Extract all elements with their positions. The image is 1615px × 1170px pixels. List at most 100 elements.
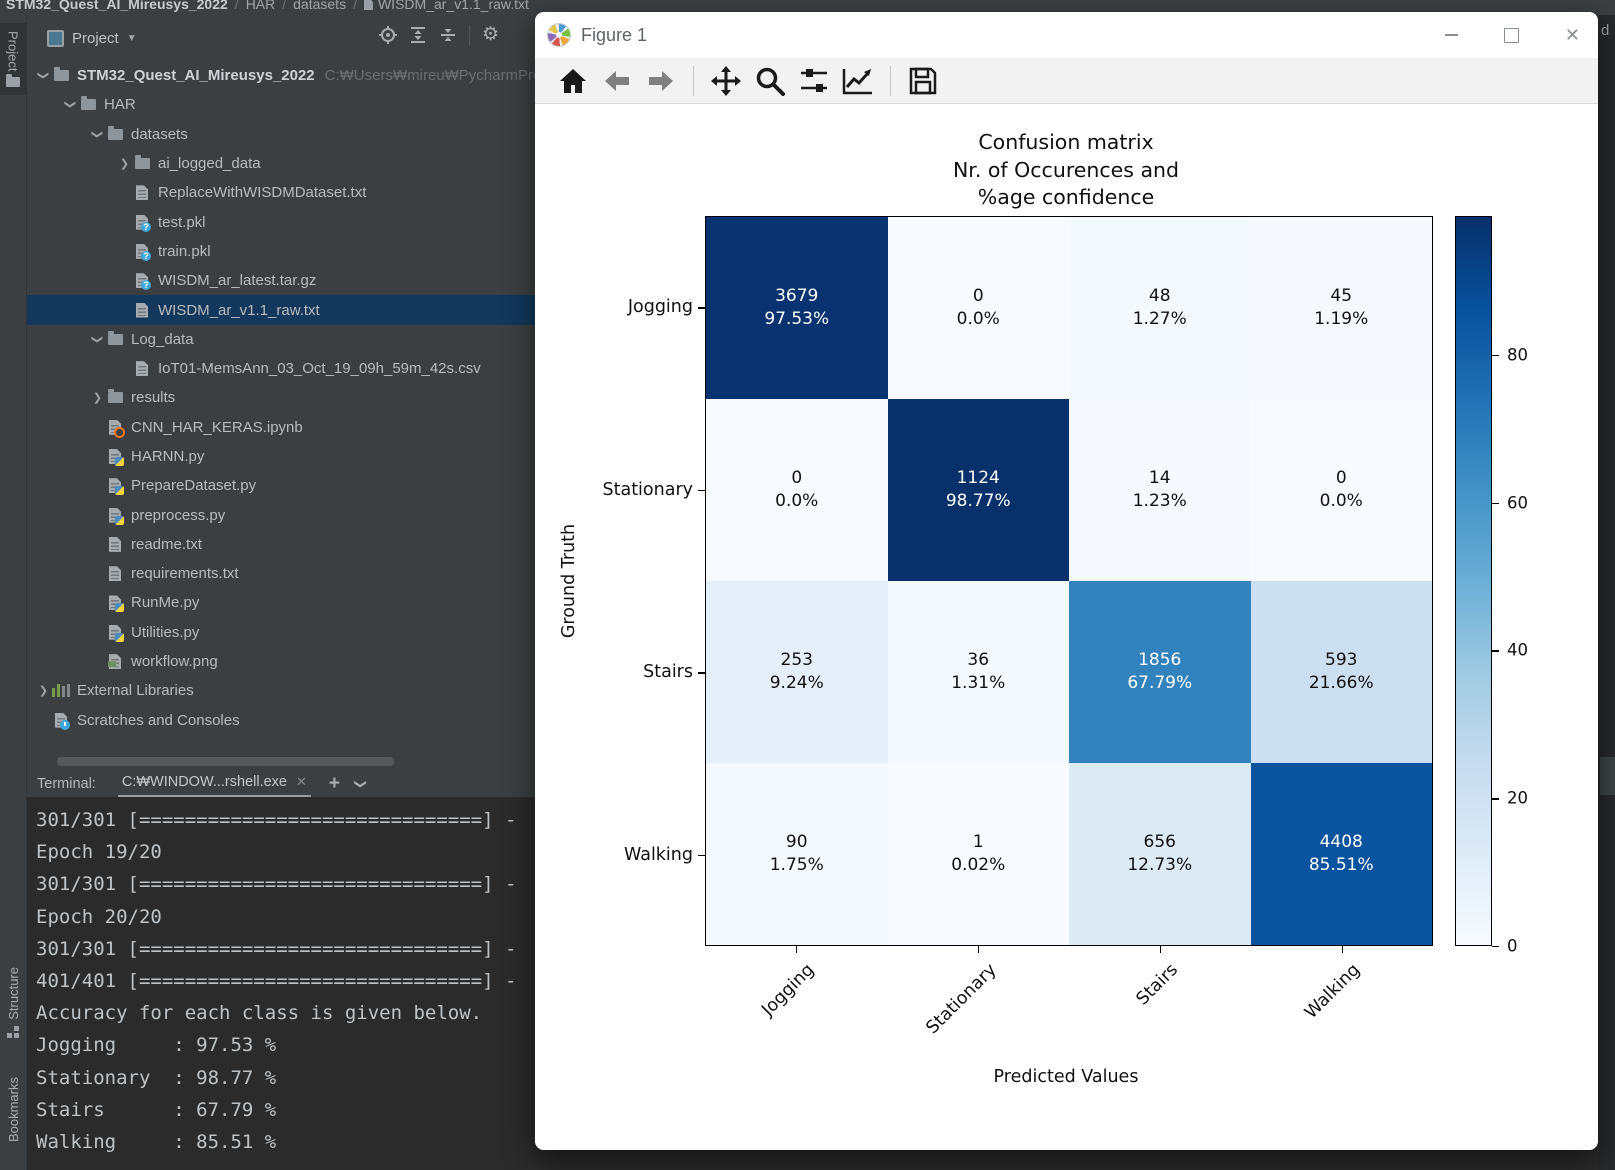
close-icon[interactable]: ✕	[295, 773, 307, 789]
file-icon	[363, 0, 373, 10]
tree-item-label: Utilities.py	[131, 623, 200, 641]
chevron-down-icon[interactable]: ❯	[91, 334, 103, 344]
tree-item-stm32-quest-ai-mireusys-2022[interactable]: ❯ STM32_Quest_AI_Mireusys_2022 C:₩Users₩mi…	[27, 61, 587, 90]
matrix-cell-walking-jogging: 90 1.75%	[706, 763, 888, 945]
text-icon	[133, 302, 151, 318]
terminal-line: Accuracy for each class is given below.	[36, 1002, 483, 1025]
pan-icon[interactable]	[710, 65, 742, 97]
tree-item-scratches-and-consoles[interactable]: Scratches and Consoles	[27, 706, 587, 735]
cell-percent: 1.75%	[769, 855, 824, 875]
tree-item-datasets[interactable]: ❯ datasets	[27, 120, 587, 149]
maximize-icon[interactable]	[1503, 27, 1519, 43]
figure-canvas[interactable]: Confusion matrix Nr. of Occurences and %ag…	[535, 104, 1598, 1150]
tree-item-label: WISDM_ar_latest.tar.gz	[158, 272, 317, 290]
breadcrumb-segment[interactable]: WISDM_ar_v1.1_raw.txt	[377, 0, 529, 12]
locate-icon[interactable]	[379, 26, 397, 44]
save-icon[interactable]	[907, 65, 939, 97]
chevron-right-icon[interactable]: ❯	[92, 392, 103, 405]
cell-percent: 0.0%	[956, 309, 1000, 329]
tree-item-label: Log_data	[131, 330, 194, 348]
close-icon[interactable]: ✕	[1564, 25, 1580, 45]
collapse-all-icon[interactable]	[439, 26, 457, 44]
terminal-output[interactable]: 301/301 [==============================]…	[36, 804, 528, 1158]
tree-item-train-pkl[interactable]: ? train.pkl	[27, 237, 587, 266]
breadcrumb-separator: /	[353, 0, 357, 12]
matrix-cell-stairs-jogging: 253 9.24%	[706, 581, 888, 763]
project-tree: ❯ STM32_Quest_AI_Mireusys_2022 C:₩Users₩mi…	[27, 61, 587, 735]
chevron-down-icon[interactable]: ❯	[64, 100, 76, 110]
tree-item-wisdm-ar-v1-1-raw-txt[interactable]: WISDM_ar_v1.1_raw.txt	[27, 295, 587, 325]
breadcrumb-segment[interactable]: HAR	[245, 0, 276, 12]
cell-count: 656	[1143, 832, 1176, 852]
tree-item-label: ai_logged_data	[158, 155, 261, 173]
expand-all-icon[interactable]	[409, 26, 427, 44]
python-icon	[106, 624, 124, 642]
new-terminal-button[interactable]: +	[328, 772, 340, 794]
terminal-tab[interactable]: C:₩WINDOW...rshell.exe ✕	[117, 771, 311, 797]
tree-item-utilities-py[interactable]: Utilities.py	[27, 618, 587, 647]
tree-item-workflow-png[interactable]: workflow.png	[27, 647, 587, 676]
matrix-cell-stairs-walking: 593 21.66%	[1250, 581, 1432, 763]
customize-icon[interactable]	[842, 65, 874, 97]
cell-percent: 12.73%	[1127, 855, 1193, 875]
tree-item-external-libraries[interactable]: ❯ External Libraries	[27, 676, 587, 705]
breadcrumb-segment[interactable]: STM32_Quest_AI_Mireusys_2022	[6, 0, 228, 12]
stripe-button-structure[interactable]: Structure	[0, 967, 26, 1038]
tree-item-requirements-txt[interactable]: requirements.txt	[27, 559, 587, 588]
tree-item-preprocess-py[interactable]: preprocess.py	[27, 500, 587, 529]
matrix-cell-jogging-stairs: 48 1.27%	[1069, 217, 1251, 399]
x-tick-mark	[1342, 946, 1344, 953]
horizontal-scrollbar-thumb[interactable]	[57, 757, 394, 766]
matrix-cell-walking-stationary: 1 0.02%	[887, 763, 1069, 945]
tree-item-wisdm-ar-latest-tar-gz[interactable]: ? WISDM_ar_latest.tar.gz	[27, 266, 587, 295]
y-tick-mark	[698, 307, 705, 309]
matrix-cell-jogging-stationary: 0 0.0%	[887, 217, 1069, 399]
back-icon[interactable]	[601, 65, 633, 97]
chevron-right-icon[interactable]: ❯	[119, 158, 130, 171]
project-view-selector[interactable]: Project ▼	[47, 29, 137, 47]
stripe-button-bookmarks[interactable]: Bookmarks	[0, 1077, 26, 1142]
tree-item-preparedataset-py[interactable]: PrepareDataset.py	[27, 471, 587, 500]
matrix-cell-stairs-stairs: 1856 67.79%	[1069, 581, 1251, 763]
tree-item-results[interactable]: ❯ results	[27, 383, 587, 412]
chevron-down-icon[interactable]: ❯	[37, 71, 49, 81]
tree-item-readme-txt[interactable]: readme.txt	[27, 530, 587, 559]
breadcrumb-text[interactable]: STM32_Quest_AI_Mireusys_2022 / HAR / dataset…	[6, 0, 1615, 12]
python-icon	[106, 449, 124, 466]
y-tick-mark	[698, 672, 705, 674]
cell-percent: 98.77%	[945, 491, 1011, 511]
unknown-icon: ?	[133, 243, 151, 261]
cell-count: 0	[972, 286, 984, 306]
colorbar-tick-mark	[1492, 354, 1499, 357]
python-icon	[106, 595, 124, 613]
stripe-button-project[interactable]: Project	[0, 23, 26, 96]
chevron-down-icon: ▼	[126, 32, 137, 44]
tree-item-har[interactable]: ❯ HAR	[27, 90, 587, 119]
chevron-down-icon[interactable]: ❯	[91, 129, 103, 139]
settings-gear-icon[interactable]: ⚙	[482, 24, 500, 45]
tree-item-log-data[interactable]: ❯ Log_data	[27, 325, 587, 354]
forward-icon[interactable]	[645, 65, 677, 97]
home-icon[interactable]	[557, 65, 589, 97]
tree-item-runme-py[interactable]: RunMe.py	[27, 588, 587, 617]
matrix-cell-stairs-stationary: 36 1.31%	[887, 581, 1069, 763]
figure-titlebar[interactable]: Figure 1 ✕	[535, 12, 1598, 58]
tree-item-test-pkl[interactable]: ? test.pkl	[27, 207, 587, 236]
chevron-right-icon[interactable]: ❯	[38, 685, 49, 698]
subplots-icon[interactable]	[798, 65, 830, 97]
breadcrumb-segment[interactable]: datasets	[293, 0, 347, 12]
tree-item-label: train.pkl	[158, 242, 211, 260]
tree-item-label: results	[131, 389, 176, 407]
chevron-down-icon[interactable]: ❯	[354, 778, 369, 789]
minimize-icon[interactable]	[1444, 34, 1458, 36]
tree-item-replacewithwisdmdataset-txt[interactable]: ReplaceWithWISDMDataset.txt	[27, 178, 587, 207]
colorbar-tick-label-60: 60	[1507, 493, 1528, 513]
python-icon	[106, 507, 124, 525]
tree-item-iot01-memsann-03-oct-19-09h-59m-42s-csv[interactable]: IoT01-MemsAnn_03_Oct_19_09h_59m_42s.csv	[27, 354, 587, 383]
editor-scrollbar-thumb[interactable]	[1600, 757, 1615, 795]
tree-item-harnn-py[interactable]: HARNN.py	[27, 442, 587, 471]
tree-item-ai-logged-data[interactable]: ❯ ai_logged_data	[27, 149, 587, 178]
zoom-icon[interactable]	[754, 65, 786, 97]
toolbar-separator	[693, 65, 694, 96]
tree-item-cnn-har-keras-ipynb[interactable]: CNN_HAR_KERAS.ipynb	[27, 413, 587, 442]
